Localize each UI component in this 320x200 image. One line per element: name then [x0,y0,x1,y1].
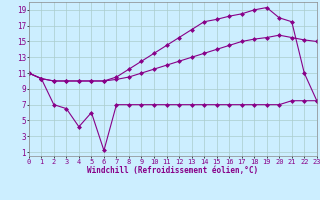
X-axis label: Windchill (Refroidissement éolien,°C): Windchill (Refroidissement éolien,°C) [87,166,258,175]
